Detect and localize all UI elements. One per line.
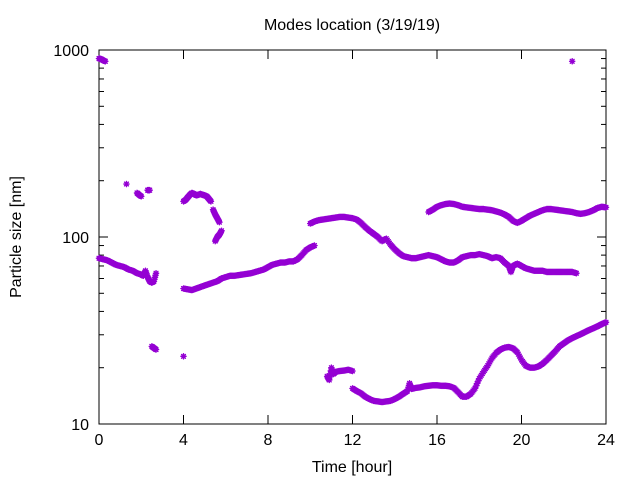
data-point (180, 353, 187, 360)
x-tick-label: 20 (513, 432, 531, 449)
data-point (123, 180, 130, 188)
data-point (471, 385, 479, 392)
data-point (152, 346, 160, 353)
data-point (218, 227, 225, 235)
data-point (325, 376, 333, 384)
data-point (349, 367, 356, 375)
data-points (95, 55, 610, 406)
data-point (216, 218, 223, 226)
data-point (152, 269, 160, 277)
data-point (474, 377, 482, 385)
y-tick-label: 1000 (53, 43, 89, 60)
data-point (568, 58, 576, 65)
x-tick-label: 8 (264, 432, 273, 449)
data-point (473, 380, 481, 387)
x-tick-label: 0 (95, 432, 104, 449)
x-tick-label: 12 (344, 432, 362, 449)
data-point (602, 204, 610, 211)
plot-frame (98, 49, 607, 425)
chart-title: Modes location (3/19/19) (264, 17, 440, 34)
y-axis-label: Particle size [nm] (8, 176, 25, 298)
y-tick-label: 10 (71, 417, 89, 434)
x-tick-label: 16 (428, 432, 446, 449)
y-tick-label: 100 (62, 230, 89, 247)
data-point (102, 58, 109, 65)
data-point (311, 242, 318, 249)
data-point (207, 198, 215, 205)
data-point (146, 186, 153, 194)
data-point (602, 318, 610, 326)
x-axis-label: Time [hour] (312, 459, 392, 476)
axis-ticks: 0 4 8 12 16 20 24 10 100 1000 (53, 43, 615, 449)
data-point (573, 269, 580, 277)
data-point (472, 382, 480, 390)
x-tick-label: 24 (597, 432, 615, 449)
data-point (326, 373, 334, 381)
data-point (137, 193, 145, 200)
x-tick-label: 4 (179, 432, 188, 449)
